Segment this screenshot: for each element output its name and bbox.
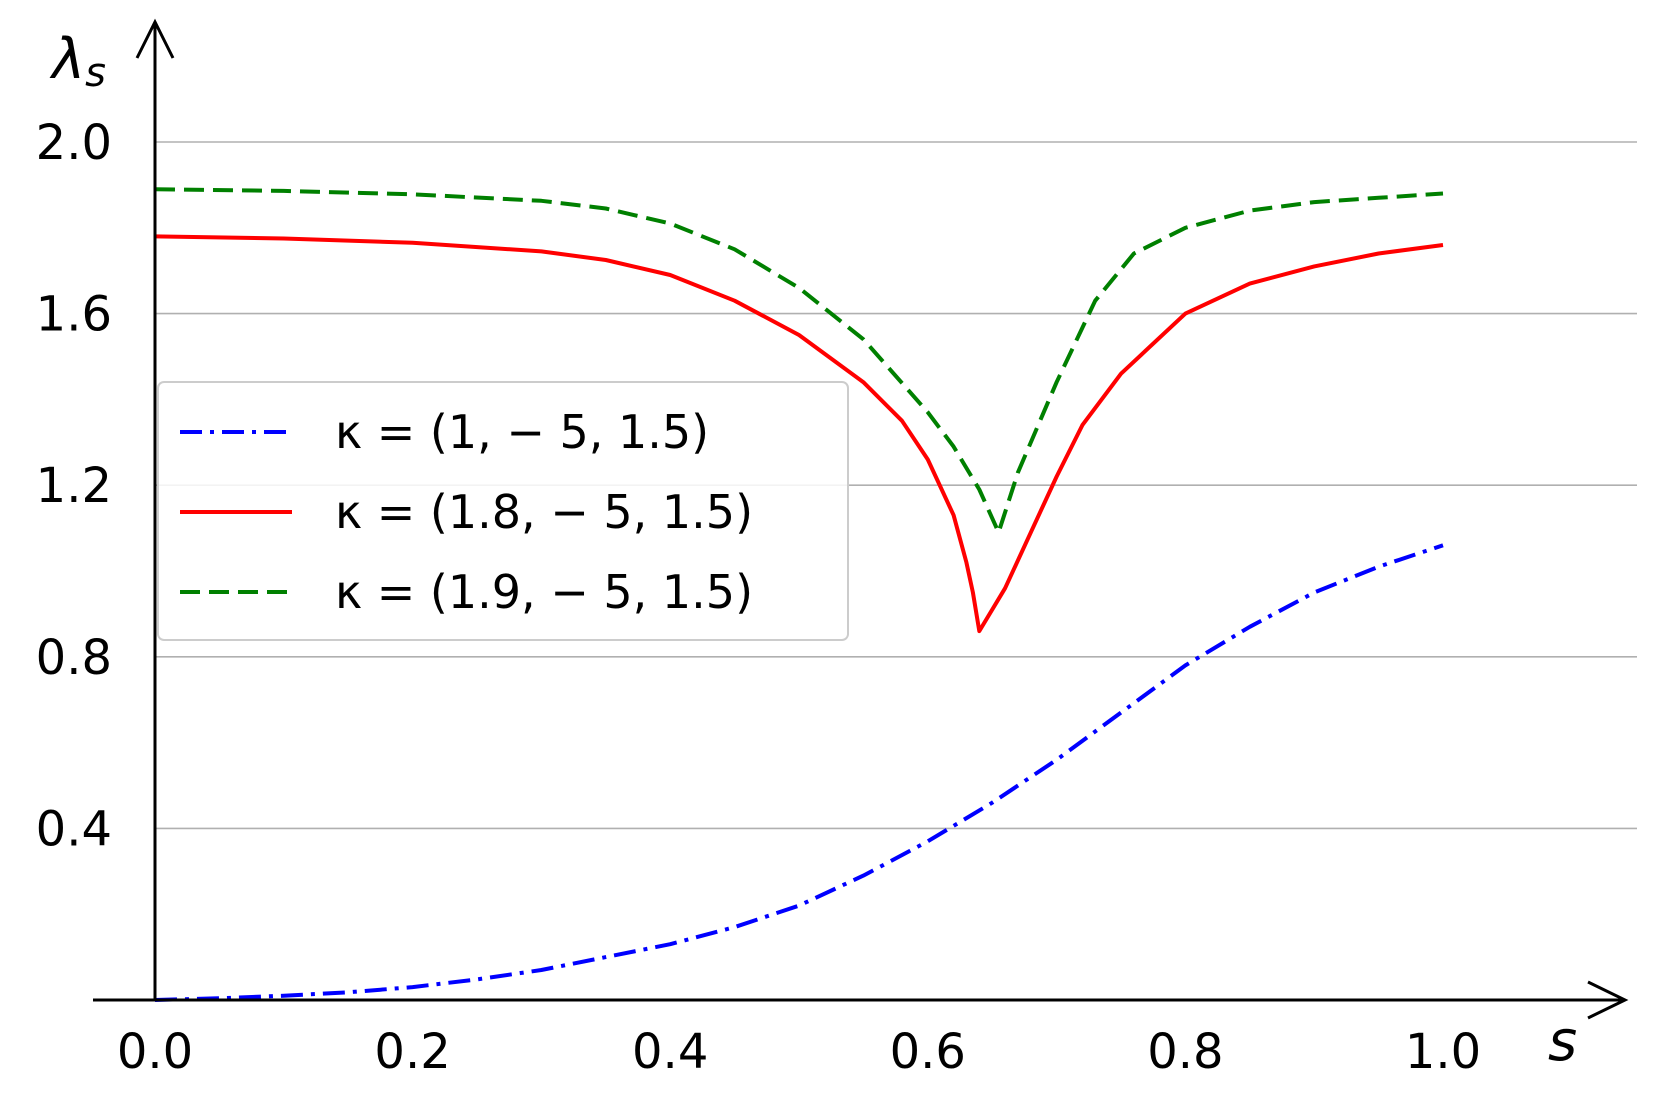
y-tick-label: 0.8 [36,630,112,686]
series-layer [154,187,1444,1002]
y-axis-label-main: λ [49,27,85,92]
x-tick-label: 0.6 [890,1024,966,1080]
y-tick-label: 1.2 [36,458,112,514]
x-axis-label: s [1548,1009,1577,1074]
y-tick-label: 1.6 [36,287,112,343]
legend: κ = (1, − 5, 1.5) κ = (1.8, − 5, 1.5) κ = … [157,381,849,641]
x-tick-label: 0.2 [374,1024,450,1080]
legend-box [157,381,849,641]
y-axis-arrowhead [135,18,175,59]
legend-label-1: κ = (1, − 5, 1.5) [335,405,709,459]
y-axis-label: λs [49,27,106,96]
x-axis-arrowhead [1587,980,1629,1020]
legend-entries: κ = (1, − 5, 1.5) κ = (1.8, − 5, 1.5) κ = … [180,405,753,619]
x-tick-label: 1.0 [1405,1024,1481,1080]
x-tick-label: 0.4 [632,1024,708,1080]
series-line-2 [154,234,1444,634]
series-line-1 [154,543,1444,1002]
y-tick-label: 0.4 [36,801,112,857]
legend-label-2: κ = (1.8, − 5, 1.5) [335,485,753,539]
x-tick-label: 0.0 [117,1024,193,1080]
tick-labels: 0.0 0.2 0.4 0.6 0.8 1.0 0.4 0.8 1.2 1.6 2.0 [36,115,1482,1080]
legend-label-3: κ = (1.9, − 5, 1.5) [335,565,753,619]
x-tick-label: 0.8 [1147,1024,1223,1080]
y-axis-label-subscript: s [85,50,106,96]
y-tick-label: 2.0 [36,115,112,171]
series-line-3 [154,187,1444,535]
